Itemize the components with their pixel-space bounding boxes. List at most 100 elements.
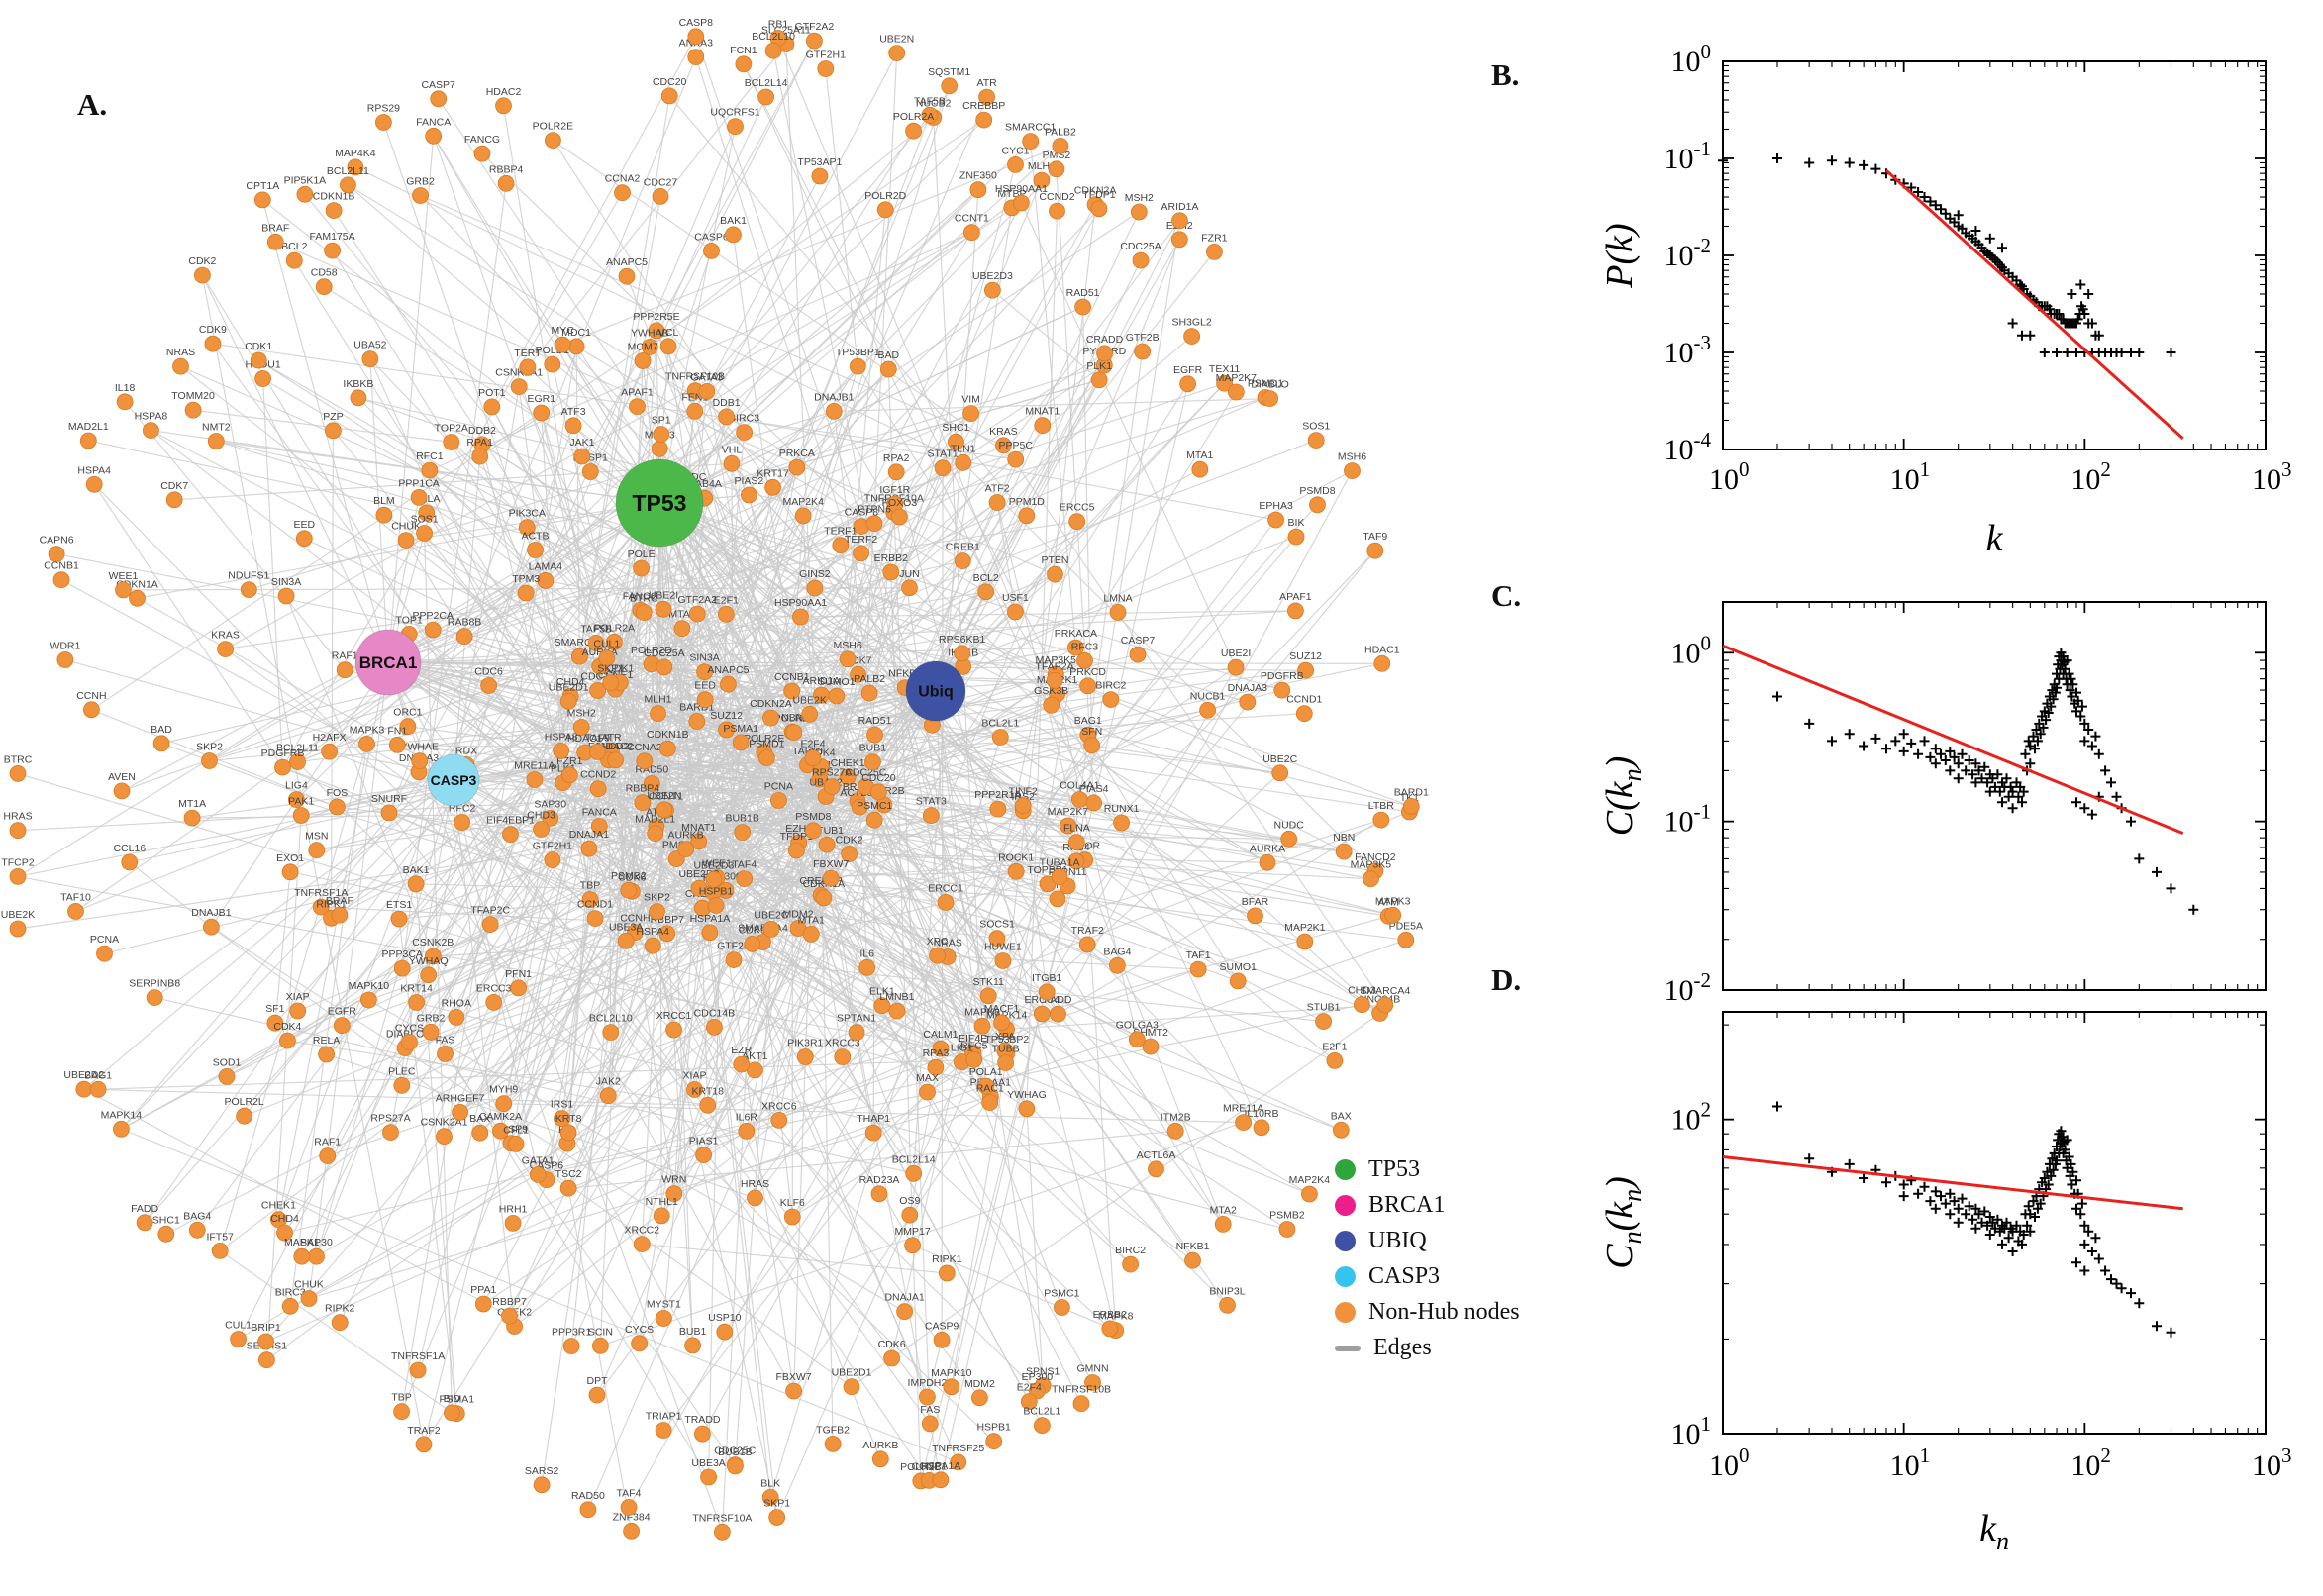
svg-text:HSPA4: HSPA4 bbox=[636, 926, 669, 938]
svg-text:MYC: MYC bbox=[552, 325, 575, 337]
svg-text:FBXW7: FBXW7 bbox=[813, 858, 849, 870]
svg-text:CCNB1: CCNB1 bbox=[774, 671, 810, 683]
svg-text:RAC1: RAC1 bbox=[976, 1083, 1004, 1095]
svg-text:TAF9: TAF9 bbox=[1363, 531, 1387, 543]
svg-text:EP300: EP300 bbox=[1022, 1371, 1054, 1383]
svg-text:SAP30: SAP30 bbox=[534, 798, 566, 810]
svg-text:ARID1A: ARID1A bbox=[1162, 201, 1199, 213]
svg-text:TFDP1: TFDP1 bbox=[1082, 189, 1115, 201]
svg-text:PTPN6: PTPN6 bbox=[858, 504, 891, 516]
svg-text:FAS: FAS bbox=[436, 1035, 455, 1047]
svg-text:CDC20: CDC20 bbox=[653, 76, 687, 88]
svg-text:UBA52: UBA52 bbox=[354, 340, 386, 351]
svg-text:CASP7: CASP7 bbox=[421, 79, 455, 91]
svg-text:CHD4: CHD4 bbox=[556, 676, 585, 688]
svg-text:CSNK2B: CSNK2B bbox=[412, 937, 454, 948]
svg-text:STK11: STK11 bbox=[973, 976, 1004, 988]
svg-text:SUZ12: SUZ12 bbox=[710, 710, 743, 722]
svg-text:RPS6KB1: RPS6KB1 bbox=[939, 634, 985, 646]
svg-text:PSMB2: PSMB2 bbox=[1269, 1210, 1305, 1222]
svg-text:UBE2C: UBE2C bbox=[1262, 753, 1297, 765]
svg-text:MYH9: MYH9 bbox=[489, 1084, 518, 1096]
svg-text:TFDP1: TFDP1 bbox=[780, 831, 813, 843]
svg-text:TUBB: TUBB bbox=[992, 1044, 1020, 1055]
svg-text:BCL2: BCL2 bbox=[281, 241, 307, 252]
svg-text:100: 100 bbox=[1671, 40, 1712, 78]
svg-text:PPP2R5E: PPP2R5E bbox=[633, 311, 679, 323]
svg-text:XRCC6: XRCC6 bbox=[761, 1100, 797, 1112]
svg-text:PCNA: PCNA bbox=[90, 934, 119, 946]
svg-text:CCND1: CCND1 bbox=[577, 899, 613, 911]
svg-text:PPP5C: PPP5C bbox=[998, 440, 1033, 451]
svg-text:MRE11A: MRE11A bbox=[514, 760, 555, 772]
svg-text:IMPDH2: IMPDH2 bbox=[908, 1377, 948, 1389]
svg-text:100: 100 bbox=[1709, 1444, 1750, 1482]
svg-text:PDGFRB: PDGFRB bbox=[1261, 670, 1304, 682]
svg-text:WRN: WRN bbox=[661, 1174, 686, 1186]
svg-text:TAF9: TAF9 bbox=[585, 732, 610, 744]
svg-text:NUDC: NUDC bbox=[1274, 819, 1305, 831]
svg-text:MNAT1: MNAT1 bbox=[1025, 406, 1060, 418]
svg-text:MNAT1: MNAT1 bbox=[681, 822, 716, 834]
legend-label: CASP3 bbox=[1368, 1263, 1441, 1289]
x-axis-label-d: kn bbox=[1979, 1508, 2009, 1555]
svg-text:BIK: BIK bbox=[1288, 517, 1305, 529]
svg-text:TPM3: TPM3 bbox=[512, 573, 540, 585]
svg-text:BCL2L1: BCL2L1 bbox=[981, 718, 1019, 730]
svg-text:PPP2CA: PPP2CA bbox=[412, 610, 453, 622]
svg-text:EGR1: EGR1 bbox=[528, 393, 556, 405]
svg-text:COL4A1: COL4A1 bbox=[1060, 780, 1099, 792]
svg-text:CDK2: CDK2 bbox=[836, 835, 863, 847]
svg-text:CDC25A: CDC25A bbox=[1120, 241, 1161, 252]
fit-line-b bbox=[1884, 169, 2184, 440]
tp53-dot-icon bbox=[1335, 1159, 1356, 1180]
svg-text:CCNT1: CCNT1 bbox=[649, 790, 683, 802]
svg-text:TP53BP1: TP53BP1 bbox=[836, 347, 880, 358]
network-panel: CDK2CDK7PCNAMDM2ATMATRCHEK1CHEK2RAD50RAD… bbox=[1, 17, 1429, 1541]
svg-text:MSH6: MSH6 bbox=[834, 640, 862, 651]
svg-text:NUCB1: NUCB1 bbox=[1190, 690, 1226, 702]
svg-text:MAPK10: MAPK10 bbox=[931, 1367, 972, 1379]
svg-text:MAD2L1: MAD2L1 bbox=[68, 421, 109, 433]
svg-text:KRT8: KRT8 bbox=[556, 1113, 582, 1125]
svg-text:GTF2B: GTF2B bbox=[717, 941, 751, 952]
svg-text:10-2: 10-2 bbox=[1665, 234, 1712, 272]
svg-text:RPS27A: RPS27A bbox=[370, 1113, 410, 1125]
svg-text:BCL2L14: BCL2L14 bbox=[745, 77, 788, 89]
svg-text:WEE1: WEE1 bbox=[109, 570, 139, 582]
svg-text:MAP2K7: MAP2K7 bbox=[1048, 806, 1089, 818]
svg-text:YWHAB: YWHAB bbox=[631, 327, 669, 339]
svg-text:SARS2: SARS2 bbox=[525, 1465, 559, 1477]
svg-text:POLR2B: POLR2B bbox=[900, 1461, 941, 1473]
svg-text:CDK1: CDK1 bbox=[245, 341, 272, 352]
svg-text:POLR2E: POLR2E bbox=[533, 121, 573, 133]
svg-text:RHOA: RHOA bbox=[442, 997, 471, 1009]
svg-text:BUB1: BUB1 bbox=[679, 1326, 707, 1338]
svg-text:TRADD: TRADD bbox=[684, 1414, 721, 1426]
svg-text:PZP: PZP bbox=[323, 411, 343, 423]
svg-text:ITM2B: ITM2B bbox=[1161, 1111, 1191, 1123]
svg-text:BRAF: BRAF bbox=[326, 895, 354, 907]
svg-text:CCNB1: CCNB1 bbox=[44, 560, 79, 572]
svg-text:SIN3A: SIN3A bbox=[689, 652, 719, 664]
svg-text:CDK6: CDK6 bbox=[618, 871, 646, 883]
svg-text:CHD4: CHD4 bbox=[270, 1213, 299, 1225]
svg-text:BRAF: BRAF bbox=[261, 222, 289, 234]
svg-text:PALB2: PALB2 bbox=[854, 673, 885, 685]
svg-text:TNFRSF1A: TNFRSF1A bbox=[294, 887, 348, 899]
svg-text:CDC25C: CDC25C bbox=[845, 767, 886, 779]
legend-label: Edges bbox=[1373, 1335, 1432, 1360]
svg-text:BCL2: BCL2 bbox=[973, 572, 999, 584]
svg-text:CREBBP: CREBBP bbox=[962, 100, 1005, 112]
svg-text:PRKCA: PRKCA bbox=[779, 448, 815, 459]
svg-text:PSMA1: PSMA1 bbox=[439, 1394, 474, 1406]
svg-text:XIAP: XIAP bbox=[683, 1070, 707, 1082]
svg-text:MTA2: MTA2 bbox=[668, 609, 695, 621]
plot-b: 100 101 102 103 100 10-1 10-2 10-3 10-4 k P(k) bbox=[1599, 40, 2292, 559]
svg-text:IGF1R: IGF1R bbox=[879, 484, 910, 496]
svg-text:CASP9: CASP9 bbox=[925, 1320, 960, 1332]
svg-text:LMNA: LMNA bbox=[1103, 592, 1132, 604]
svg-text:CDK9: CDK9 bbox=[199, 324, 227, 336]
svg-text:SOS1: SOS1 bbox=[1302, 421, 1330, 433]
svg-text:TUBA1A: TUBA1A bbox=[1040, 857, 1080, 869]
